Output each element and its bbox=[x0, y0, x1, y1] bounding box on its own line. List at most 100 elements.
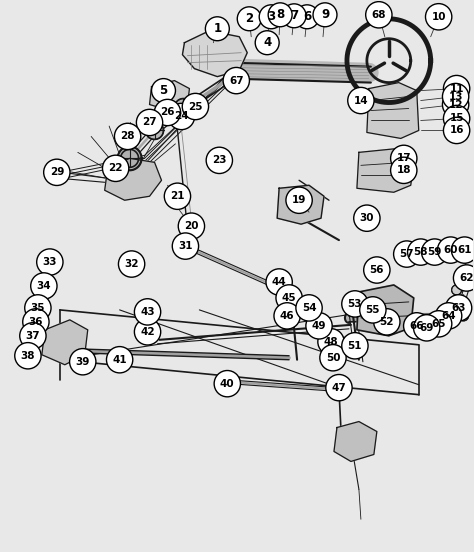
Text: 19: 19 bbox=[292, 195, 306, 205]
Text: 30: 30 bbox=[360, 213, 374, 223]
Text: 35: 35 bbox=[31, 303, 45, 313]
Circle shape bbox=[421, 239, 448, 265]
Polygon shape bbox=[357, 285, 414, 336]
Text: 40: 40 bbox=[220, 379, 235, 389]
Circle shape bbox=[426, 311, 452, 337]
Text: 29: 29 bbox=[50, 167, 64, 177]
Circle shape bbox=[102, 155, 129, 182]
Text: 51: 51 bbox=[347, 341, 362, 351]
Circle shape bbox=[295, 5, 319, 29]
Text: 48: 48 bbox=[324, 337, 338, 347]
Text: 22: 22 bbox=[109, 163, 123, 173]
Circle shape bbox=[146, 121, 164, 140]
Circle shape bbox=[296, 295, 322, 321]
Text: 9: 9 bbox=[321, 8, 329, 22]
Text: 43: 43 bbox=[140, 307, 155, 317]
Circle shape bbox=[354, 205, 380, 231]
Text: 4: 4 bbox=[263, 36, 271, 49]
Circle shape bbox=[438, 237, 464, 263]
Circle shape bbox=[152, 78, 175, 103]
Text: 52: 52 bbox=[380, 317, 394, 327]
Circle shape bbox=[391, 145, 417, 172]
Text: 57: 57 bbox=[400, 249, 414, 259]
Circle shape bbox=[282, 4, 306, 28]
Circle shape bbox=[348, 87, 374, 114]
Circle shape bbox=[374, 309, 400, 335]
Circle shape bbox=[178, 213, 205, 240]
Circle shape bbox=[444, 105, 470, 131]
Circle shape bbox=[182, 93, 209, 120]
Circle shape bbox=[20, 323, 46, 349]
Circle shape bbox=[268, 3, 292, 26]
Circle shape bbox=[174, 99, 192, 116]
Text: 28: 28 bbox=[120, 131, 135, 141]
Text: 17: 17 bbox=[396, 153, 411, 163]
Circle shape bbox=[306, 312, 332, 339]
Polygon shape bbox=[182, 31, 247, 77]
Circle shape bbox=[237, 7, 261, 31]
Text: 56: 56 bbox=[370, 265, 384, 275]
Circle shape bbox=[135, 299, 161, 325]
Text: 38: 38 bbox=[21, 351, 35, 361]
Text: 47: 47 bbox=[332, 383, 346, 392]
Text: 60: 60 bbox=[443, 245, 458, 255]
Text: 14: 14 bbox=[354, 95, 368, 105]
Circle shape bbox=[452, 285, 462, 295]
Text: 25: 25 bbox=[188, 102, 203, 112]
Circle shape bbox=[413, 322, 421, 330]
Circle shape bbox=[70, 348, 96, 375]
Circle shape bbox=[313, 3, 337, 26]
Circle shape bbox=[286, 187, 312, 214]
Circle shape bbox=[214, 370, 240, 397]
Circle shape bbox=[120, 150, 138, 167]
Circle shape bbox=[442, 83, 469, 110]
Text: 34: 34 bbox=[36, 281, 51, 291]
Circle shape bbox=[107, 347, 133, 373]
Circle shape bbox=[23, 309, 49, 335]
Polygon shape bbox=[367, 83, 419, 139]
Circle shape bbox=[342, 291, 368, 317]
Text: 5: 5 bbox=[159, 84, 168, 97]
Text: 27: 27 bbox=[142, 118, 157, 128]
Text: 20: 20 bbox=[184, 221, 199, 231]
Circle shape bbox=[274, 302, 301, 329]
Text: 24: 24 bbox=[174, 112, 189, 121]
Circle shape bbox=[137, 109, 163, 136]
Text: 2: 2 bbox=[245, 12, 253, 25]
Circle shape bbox=[44, 159, 70, 185]
Text: 33: 33 bbox=[43, 257, 57, 267]
Text: 36: 36 bbox=[28, 317, 43, 327]
Text: 69: 69 bbox=[419, 323, 434, 333]
Text: 61: 61 bbox=[457, 245, 472, 255]
Text: 7: 7 bbox=[290, 9, 298, 22]
Circle shape bbox=[172, 233, 199, 259]
Circle shape bbox=[454, 265, 474, 291]
Circle shape bbox=[168, 103, 195, 130]
Text: 49: 49 bbox=[312, 321, 326, 331]
Polygon shape bbox=[42, 320, 88, 365]
Polygon shape bbox=[105, 158, 162, 200]
Text: 10: 10 bbox=[431, 12, 446, 22]
Circle shape bbox=[426, 4, 452, 30]
Polygon shape bbox=[149, 81, 190, 110]
Circle shape bbox=[36, 249, 63, 275]
Circle shape bbox=[342, 333, 368, 359]
Circle shape bbox=[255, 31, 279, 55]
Text: 12: 12 bbox=[448, 99, 463, 109]
Text: 58: 58 bbox=[413, 247, 428, 257]
Text: 31: 31 bbox=[178, 241, 193, 251]
Circle shape bbox=[408, 239, 434, 265]
Text: 59: 59 bbox=[428, 247, 442, 257]
Text: 41: 41 bbox=[112, 355, 127, 365]
Circle shape bbox=[15, 343, 41, 369]
Text: 21: 21 bbox=[170, 191, 185, 201]
Polygon shape bbox=[357, 148, 414, 192]
Text: 15: 15 bbox=[449, 114, 464, 124]
Circle shape bbox=[393, 241, 420, 267]
Text: 8: 8 bbox=[276, 8, 284, 22]
Circle shape bbox=[456, 297, 465, 307]
Circle shape bbox=[413, 315, 440, 341]
Circle shape bbox=[403, 312, 430, 339]
Circle shape bbox=[206, 147, 232, 173]
Circle shape bbox=[320, 344, 346, 371]
